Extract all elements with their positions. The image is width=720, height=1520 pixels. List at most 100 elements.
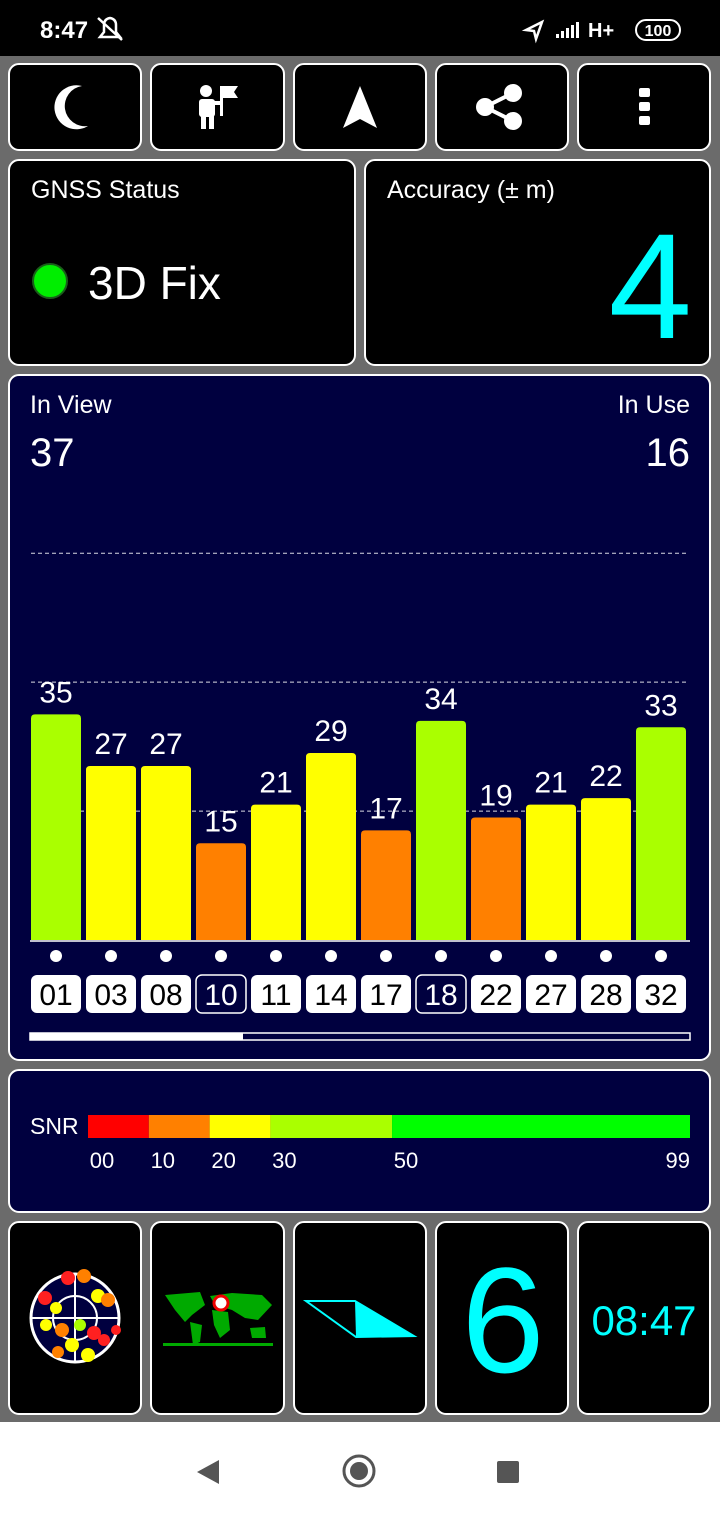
satellite-dot [435, 950, 447, 962]
satellite-dot [105, 950, 117, 962]
in-view-label: In View [30, 391, 112, 419]
prn-badge-used [361, 975, 411, 1013]
x-tick-label: 32 [644, 979, 677, 1012]
mute-icon [97, 16, 123, 41]
snr-tick-label: 30 [272, 1148, 296, 1173]
signal-icon [556, 22, 579, 38]
counter-tile[interactable] [435, 1221, 569, 1415]
bar [251, 804, 301, 940]
bar [581, 798, 631, 940]
bar-value-label: 33 [644, 689, 677, 722]
menu-button[interactable] [577, 63, 711, 151]
x-tick-label: 08 [149, 979, 182, 1012]
x-tick-label: 17 [369, 979, 402, 1012]
share-icon [476, 84, 522, 130]
kebab-icon [639, 88, 650, 125]
x-tick-label: 18 [424, 979, 457, 1012]
bar [86, 765, 136, 940]
snr-tick-label: 10 [151, 1148, 175, 1173]
bar [526, 804, 576, 940]
snr-color-segment [88, 1115, 149, 1138]
button-frame[interactable] [8, 63, 142, 151]
x-tick-label: 01 [39, 979, 72, 1012]
gnss-status-title: GNSS Status [31, 176, 180, 204]
x-tick-label: 11 [260, 979, 291, 1012]
prn-badge-used [526, 975, 576, 1013]
accuracy-value: 4 [609, 202, 692, 370]
snr-color-segment [270, 1115, 393, 1138]
satellite-dot [215, 950, 227, 962]
clock-tile[interactable] [577, 1221, 711, 1415]
prn-badge-used [581, 975, 631, 1013]
accuracy-title: Accuracy (± m) [387, 176, 555, 204]
in-view-count: 37 [30, 431, 75, 475]
bar-value-label: 21 [259, 767, 292, 800]
bar [471, 817, 521, 940]
bar-value-label: 35 [39, 676, 72, 709]
snr-color-segment [148, 1115, 210, 1138]
satellite-dot [380, 950, 392, 962]
bar-value-label: 19 [479, 780, 512, 813]
bar-value-label: 21 [534, 767, 567, 800]
battery-level: 100 [645, 23, 672, 40]
recents-button[interactable] [497, 1461, 519, 1483]
snr-tick-label: 20 [211, 1148, 235, 1173]
skyplot-icon [29, 1269, 121, 1364]
satellite-dot [270, 950, 282, 962]
location-icon [521, 19, 545, 44]
back-button[interactable] [197, 1460, 219, 1484]
x-tick-label: 28 [589, 979, 622, 1012]
bar-value-label: 27 [149, 728, 182, 761]
guide-button[interactable] [150, 63, 285, 151]
fix-indicator [32, 263, 68, 299]
bar [361, 830, 411, 940]
clock: 08:47 [591, 1297, 696, 1344]
navigation-icon [343, 86, 377, 128]
button-frame[interactable] [150, 63, 285, 151]
gnss-status-panel [8, 159, 356, 366]
night-mode-button[interactable] [8, 63, 142, 151]
bar [416, 720, 466, 940]
prn-badge-used [86, 975, 136, 1013]
snr-tick-label: 50 [394, 1148, 418, 1173]
snr-scale: 00 10 20 30 50 99 [88, 1115, 690, 1173]
snr-label: SNR [30, 1113, 79, 1139]
bar [196, 843, 246, 940]
navigate-button[interactable] [293, 63, 427, 151]
prn-badge-used [471, 975, 521, 1013]
scroll-thumb[interactable] [30, 1033, 243, 1040]
satellite-dot [600, 950, 612, 962]
snr-tick-label: 00 [90, 1148, 114, 1173]
bar-value-label: 22 [589, 760, 622, 793]
share-button[interactable] [435, 63, 569, 151]
button-frame[interactable] [435, 63, 569, 151]
prn-badge-unused [195, 974, 247, 1014]
toolbar [8, 63, 711, 151]
moon-icon [54, 85, 88, 130]
tile-number: 6 [461, 1236, 544, 1404]
bar-value-label: 15 [204, 805, 237, 838]
satellite-dot [490, 950, 502, 962]
satellite-dot [50, 950, 62, 962]
bar [141, 765, 191, 940]
snr-color-segment [209, 1115, 271, 1138]
prn-badge-used [251, 975, 301, 1013]
home-button[interactable] [342, 1454, 376, 1488]
x-tick-label: 27 [534, 979, 567, 1012]
satellite-dot [655, 950, 667, 962]
snr-chart: 35 01 27 03 27 08 15 10 21 11 29 14 17 17 34 18 19 22 21 27… [30, 552, 690, 1014]
accuracy-panel [364, 159, 711, 366]
status-time: 8:47 [40, 17, 88, 44]
prn-badge-used [141, 975, 191, 1013]
bar-value-label: 17 [369, 792, 402, 825]
bar [31, 714, 81, 940]
x-tick-label: 03 [94, 979, 127, 1012]
bottom-tiles: 6 08:47 [8, 1221, 711, 1415]
prn-badge-used [636, 975, 686, 1013]
battery-outline [635, 19, 681, 41]
x-tick-label: 10 [204, 979, 237, 1012]
prn-badge-used [31, 975, 81, 1013]
satellite-dot [545, 950, 557, 962]
